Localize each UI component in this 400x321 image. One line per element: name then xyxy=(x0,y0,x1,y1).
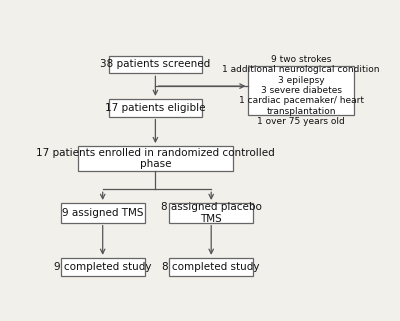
FancyBboxPatch shape xyxy=(61,203,144,223)
FancyBboxPatch shape xyxy=(169,258,253,275)
FancyBboxPatch shape xyxy=(78,146,233,171)
FancyBboxPatch shape xyxy=(109,56,202,74)
FancyBboxPatch shape xyxy=(169,203,253,223)
Text: 9 two strokes
1 additional neurological condition
3 epilepsy
3 severe diabetes
1: 9 two strokes 1 additional neurological … xyxy=(222,55,380,126)
Text: 17 patients enrolled in randomized controlled
phase: 17 patients enrolled in randomized contr… xyxy=(36,148,275,169)
FancyBboxPatch shape xyxy=(109,99,202,117)
Text: 9 assigned TMS: 9 assigned TMS xyxy=(62,208,144,218)
FancyBboxPatch shape xyxy=(248,66,354,115)
FancyBboxPatch shape xyxy=(61,258,144,275)
Text: 8 completed study: 8 completed study xyxy=(162,262,260,272)
Text: 17 patients eligible: 17 patients eligible xyxy=(105,103,206,113)
Text: 38 patients screened: 38 patients screened xyxy=(100,59,210,69)
Text: 9 completed study: 9 completed study xyxy=(54,262,152,272)
Text: 8 assigned placebo
TMS: 8 assigned placebo TMS xyxy=(161,202,262,223)
